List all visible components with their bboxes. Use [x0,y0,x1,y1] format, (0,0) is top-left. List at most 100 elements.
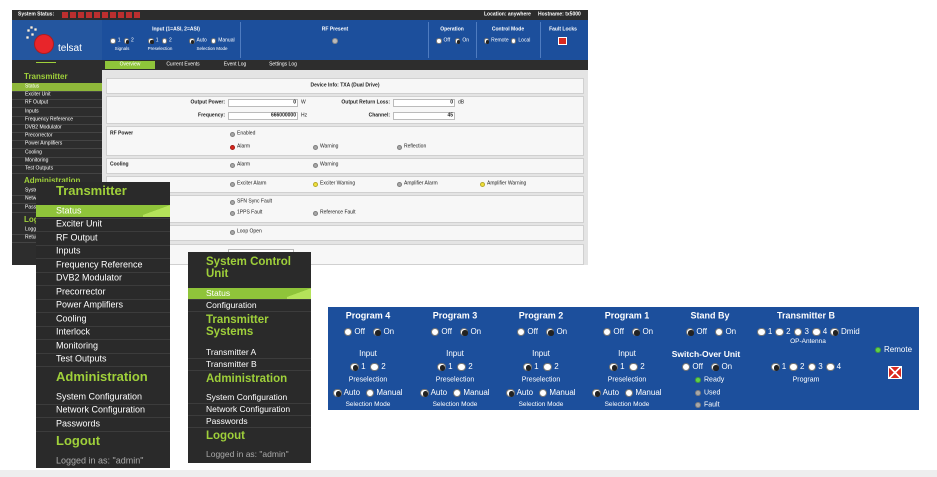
radio-button[interactable] [457,362,467,372]
radio-button[interactable] [123,38,129,44]
radio-button[interactable] [452,388,462,398]
label: Preselection [435,376,475,384]
radio-button[interactable] [332,388,342,398]
sidebar-item[interactable]: Exciter Unit [25,91,51,98]
sidebar-item[interactable]: Test Outputs [25,165,54,172]
radio-button[interactable] [370,362,380,372]
radio-button[interactable] [789,362,799,372]
sidebar-item[interactable]: Frequency Reference [25,116,74,123]
radio-button[interactable] [148,38,154,44]
menu-item[interactable]: Power Amplifiers [56,299,124,310]
label: Program 1 [604,310,650,321]
radio-button[interactable] [629,362,639,372]
menu-item[interactable]: Transmitter A [206,346,257,357]
content-panel [106,126,584,156]
radio-button[interactable] [510,38,517,44]
radio-button[interactable] [807,362,817,372]
menu-item[interactable]: Configuration [206,300,257,311]
menu-item[interactable]: Precorrector [56,286,106,297]
menu-item[interactable]: Interlock [56,326,91,337]
menu-item[interactable]: Passwords [206,415,248,426]
menu-item[interactable]: Network Configuration [206,403,291,414]
radio-button[interactable] [436,38,442,44]
radio-button[interactable] [793,327,803,337]
fault-lock-button[interactable] [558,37,567,45]
radio-button[interactable] [505,388,515,398]
menu-item[interactable]: Transmitter B [206,358,257,369]
menu-item[interactable]: Test Outputs [56,353,107,364]
sidebar-item[interactable]: Inputs [25,108,39,115]
label: Ready [704,376,725,384]
sidebar-item[interactable]: DVB2 Modulator [25,124,62,131]
led [695,377,701,383]
tab[interactable]: Settings Log [269,61,297,68]
menu-item[interactable]: Inputs [56,245,81,256]
menu-item[interactable]: Network Configuration [56,404,146,415]
menu-item[interactable]: Exciter Unit [56,218,103,229]
radio-button[interactable] [811,327,821,337]
menu-item[interactable]: DVB2 Modulator [56,272,123,283]
radio-button[interactable] [437,362,447,372]
radio-button[interactable] [372,327,382,337]
sidebar-item[interactable]: Cooling [25,149,42,156]
sidebar-item[interactable]: Monitoring [25,157,49,164]
radio-button[interactable] [685,327,695,337]
tab[interactable]: Current Events [166,61,200,68]
radio-button[interactable] [161,38,167,44]
menu-item[interactable]: Passwords [56,418,101,429]
radio-button[interactable] [545,327,555,337]
radio-button[interactable] [591,388,601,398]
tab[interactable]: Overview [119,61,141,68]
radio-button[interactable] [681,362,691,372]
radio-button[interactable] [770,362,780,372]
radio-button[interactable] [430,327,440,337]
sidebar-item[interactable]: RF Output [25,99,49,106]
menu-item[interactable]: Cooling [56,313,87,324]
radio-button[interactable] [624,388,634,398]
radio-button[interactable] [538,388,548,398]
radio-button[interactable] [609,362,619,372]
radio-button[interactable] [775,327,785,337]
radio-button[interactable] [210,38,217,44]
radio-button[interactable] [459,327,469,337]
radio-button[interactable] [110,38,116,44]
radio-button[interactable] [631,327,641,337]
radio-label: 2 [640,362,645,371]
radio-button[interactable] [350,362,360,372]
menu-item[interactable]: Terminate Session [206,461,276,472]
menu-item[interactable]: System Configuration [56,391,143,402]
menu-item[interactable]: System Configuration [206,391,288,402]
menu-item[interactable]: Monitoring [56,340,99,351]
radio-button[interactable] [516,327,526,337]
menu-item[interactable]: Status [206,288,231,299]
sidebar-item[interactable]: Precorrector [25,132,53,139]
radio-button[interactable] [483,38,490,44]
fault-reset-button[interactable] [888,366,902,379]
menu-item[interactable]: Status [56,205,82,216]
radio-button[interactable] [602,327,612,337]
menu-item[interactable]: RF Output [56,232,98,243]
radio-label: 2 [554,362,559,371]
radio-button[interactable] [825,362,835,372]
sidebar-item[interactable]: Power Amplifiers [25,140,63,147]
radio-button[interactable] [454,38,461,44]
radio-button[interactable] [714,327,724,337]
radio-button[interactable] [189,38,195,44]
label: Reflection [404,143,427,150]
menu-item[interactable]: Frequency Reference [56,259,143,270]
radio-button[interactable] [830,327,839,337]
radio-button[interactable] [343,327,353,337]
label: dB [458,99,465,106]
sidebar-divider [12,99,102,101]
label: Hz [301,112,308,119]
radio-button[interactable] [365,388,375,398]
radio-button[interactable] [543,362,553,372]
tab[interactable]: Event Log [223,61,247,68]
sidebar-item[interactable]: Status [25,83,40,90]
radio-button[interactable] [710,362,720,372]
radio-button[interactable] [419,388,429,398]
radio-button[interactable] [523,362,533,372]
radio-button[interactable] [757,327,766,337]
label: Switch-Over Unit [671,348,741,359]
label: Selection Mode [604,400,650,408]
